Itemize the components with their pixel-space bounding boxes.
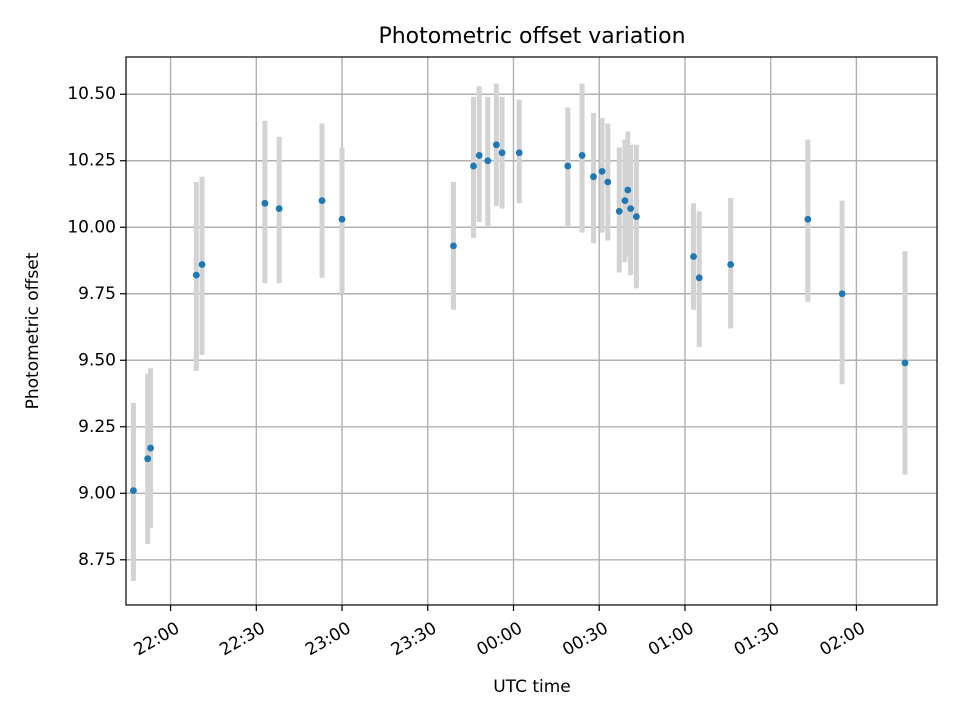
data-point: [564, 162, 572, 170]
data-point: [198, 261, 206, 268]
data-point: [590, 173, 597, 181]
data-point: [578, 152, 586, 159]
x-tick-label: 22:30: [216, 618, 268, 660]
data-point: [261, 199, 269, 207]
x-tick-label: 01:30: [731, 618, 783, 660]
x-tick-label: 00:30: [559, 618, 611, 660]
y-tick-label: 9.50: [78, 350, 116, 370]
data-point: [275, 205, 283, 213]
data-points: [130, 141, 909, 495]
data-point: [727, 261, 735, 268]
y-axis-ticks: 8.75 9.00 9.25 9.50 9.75 10.00 10.25 10.50: [67, 84, 126, 570]
plot-frame: [125, 56, 938, 606]
data-point: [338, 215, 346, 223]
data-point: [624, 186, 632, 194]
data-point: [450, 242, 457, 250]
y-axis-label: Photometric offset: [23, 252, 43, 409]
data-point: [144, 455, 152, 463]
y-tick-label: 9.75: [78, 284, 116, 304]
data-point: [627, 205, 635, 213]
data-point: [615, 207, 623, 215]
data-point: [318, 197, 326, 205]
data-point: [484, 157, 492, 165]
y-tick-label: 9.25: [78, 417, 116, 437]
chart-title: Photometric offset variation: [378, 24, 685, 49]
data-point: [130, 487, 137, 495]
error-bars: [130, 83, 908, 582]
data-point: [690, 253, 697, 260]
data-point: [604, 178, 612, 186]
data-point: [804, 215, 812, 223]
x-tick-label: 02:00: [816, 618, 868, 660]
data-point: [475, 152, 483, 159]
x-tick-label: 01:00: [645, 618, 697, 660]
y-tick-label: 10.00: [67, 217, 116, 237]
data-point: [192, 271, 200, 279]
grid-lines: [126, 57, 937, 605]
data-point: [695, 274, 703, 282]
x-tick-label: 23:30: [388, 618, 440, 660]
data-point: [470, 162, 477, 170]
y-tick-label: 10.25: [67, 151, 116, 171]
x-axis-label: UTC time: [493, 677, 571, 697]
data-point: [492, 141, 500, 149]
data-point: [598, 167, 606, 175]
y-tick-label: 9.00: [78, 483, 116, 503]
y-tick-label: 10.50: [67, 84, 116, 104]
x-tick-label: 22:00: [131, 618, 183, 660]
y-tick-label: 8.75: [78, 550, 116, 570]
data-point: [901, 359, 909, 367]
data-point: [621, 197, 629, 205]
data-point: [515, 149, 523, 157]
data-point: [147, 444, 154, 452]
x-tick-label: 23:00: [302, 618, 354, 660]
data-point: [838, 290, 846, 298]
x-axis-ticks: 22:00 22:30 23:00 23:30 00:00 00:30 01:00 01:30…: [131, 605, 869, 660]
data-point: [632, 213, 640, 221]
data-point: [498, 149, 506, 157]
x-tick-label: 00:00: [474, 618, 526, 660]
